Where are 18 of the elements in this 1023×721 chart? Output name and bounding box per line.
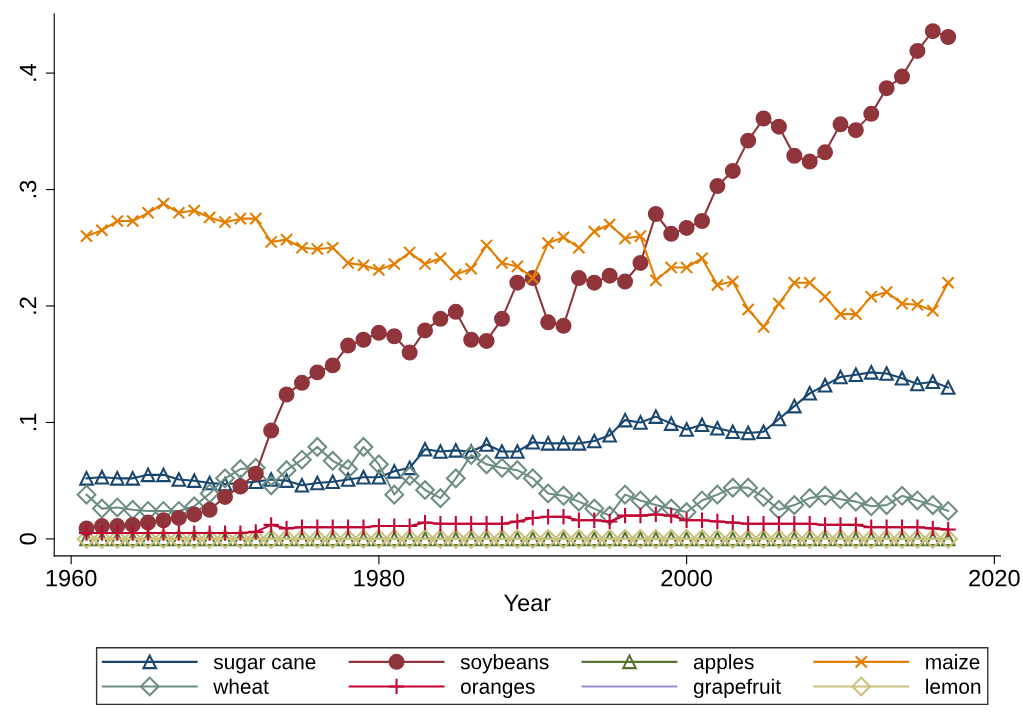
x-tick-label: 2000 <box>661 569 712 587</box>
x-axis-title: Year <box>504 594 551 612</box>
legend-label: wheat <box>213 678 269 694</box>
x-tick-label: 1960 <box>46 569 97 587</box>
x-tick-label: 1980 <box>354 569 405 587</box>
legend-label: sugar cane <box>213 657 316 674</box>
y-tick-label: .1 <box>19 413 37 431</box>
legend-label: soybeans <box>460 654 549 674</box>
y-tick-label: .3 <box>19 180 37 198</box>
y-tick-label: 0 <box>19 533 37 545</box>
x-tick-label: 2020 <box>969 569 1020 587</box>
legend-label: maize <box>926 654 980 670</box>
legend-label: grapefruit <box>693 678 781 699</box>
y-tick-label: .4 <box>19 63 37 81</box>
legend-label: lemon <box>926 678 981 694</box>
y-tick-label: .2 <box>19 297 37 314</box>
legend-label: apples <box>693 654 754 674</box>
legend-label: oranges <box>460 682 535 699</box>
